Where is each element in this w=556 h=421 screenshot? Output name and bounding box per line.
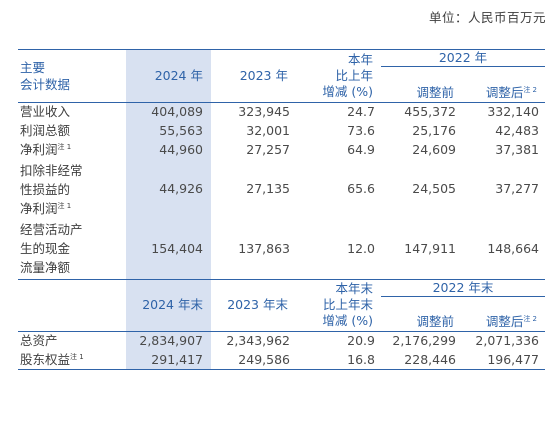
value-change: 24.7 bbox=[296, 101, 381, 121]
value-2023: 27,257 bbox=[246, 141, 290, 157]
value-2024: 44,960 bbox=[126, 140, 211, 159]
row-label-line2: 性损益的 bbox=[20, 181, 71, 197]
value-change: 64.9 bbox=[347, 141, 375, 157]
row-label-text: 股东权益 bbox=[20, 351, 71, 367]
value-post-adjust: 332,140 bbox=[462, 101, 546, 121]
header-main-data-line1: 主要 bbox=[20, 59, 46, 75]
header-change-line3: 增减 (%) bbox=[322, 83, 373, 99]
header-change: 本年 比上年 增减 (%) bbox=[296, 49, 381, 102]
header-blank bbox=[18, 278, 126, 332]
value-post-adjust: 2,071,336 bbox=[462, 331, 546, 351]
value-pre-adjust: 2,176,299 bbox=[381, 331, 462, 351]
value-pre-adjust: 24,505 bbox=[412, 181, 456, 196]
value-2024: 154,404 bbox=[126, 219, 211, 279]
header-2022-end-group: 2022 年末 bbox=[381, 278, 546, 297]
header-change-end-line3: 增减 (%) bbox=[322, 313, 373, 329]
unit-label: 单位：人民币百万元 bbox=[428, 10, 546, 25]
header-pre-adjust-end: 调整前 bbox=[416, 314, 454, 330]
header-main-data: 主要 会计数据 bbox=[18, 49, 126, 102]
header-change-line2: 比上年 bbox=[335, 67, 373, 83]
value-post-adjust: 37,381 bbox=[495, 141, 540, 157]
value-change: 16.8 bbox=[296, 350, 381, 370]
header-post-adjust-end: 调整后注 2 bbox=[462, 314, 545, 332]
header-pre-adjust: 调整前 bbox=[416, 84, 454, 100]
header-row-2: 2024 年末 2023 年末 本年末 比上年末 增减 (%) 2022 年末 bbox=[18, 278, 546, 332]
value-2023: 32,001 bbox=[246, 122, 290, 138]
value-2024: 291,417 bbox=[126, 350, 211, 370]
header-change-line1: 本年 bbox=[347, 51, 373, 67]
header-post-adjust-end-label: 调整后 bbox=[485, 314, 524, 330]
row-label: 经营活动产 生的现金 流量净额 bbox=[18, 219, 126, 279]
value-change: 65.6 bbox=[347, 181, 375, 196]
header-row-1b: 调整前 调整后注 2 bbox=[18, 84, 545, 102]
header-change-end-line1: 本年末 bbox=[335, 281, 373, 297]
row-label-line3: 净利润注 1 bbox=[20, 199, 126, 218]
header-change-end-line2: 比上年末 bbox=[322, 297, 373, 313]
header-2024: 2024 年 bbox=[126, 49, 211, 102]
value-2023: 323,945 bbox=[211, 101, 296, 121]
row-label-line1: 扣除非经常 bbox=[20, 162, 83, 178]
table-row: 净利润注 1 44,960 27,257 64.9 24,609 37,381 bbox=[18, 140, 545, 159]
value-pre-adjust: 24,609 bbox=[412, 141, 456, 157]
row-label: 利润总额 bbox=[18, 121, 126, 140]
table-row: 股东权益注 1 291,417 249,586 16.8 228,446 196… bbox=[18, 350, 546, 370]
header-main-data-line2: 会计数据 bbox=[20, 76, 71, 92]
value-post-adjust: 196,477 bbox=[462, 350, 546, 370]
value-pre-adjust: 455,372 bbox=[381, 101, 462, 121]
table-row: 扣除非经常 性损益的 净利润注 1 44,926 27,135 65.6 24,… bbox=[18, 159, 545, 219]
table-row: 经营活动产 生的现金 流量净额 154,404 137,863 12.0 147… bbox=[18, 219, 545, 279]
header-2022-group: 2022 年 bbox=[381, 49, 546, 67]
row-label-text: 营业收入 bbox=[20, 103, 71, 119]
row-label-note: 注 1 bbox=[70, 352, 84, 361]
value-2023: 27,135 bbox=[246, 181, 290, 196]
value-pre-adjust: 228,446 bbox=[381, 350, 462, 370]
value-change: 12.0 bbox=[347, 240, 375, 256]
row-label: 净利润注 1 bbox=[18, 140, 126, 159]
table-row: 利润总额 55,563 32,001 73.6 25,176 42,483 bbox=[18, 121, 545, 140]
value-2023: 2,343,962 bbox=[211, 331, 296, 351]
financial-data-table: 主要 会计数据 2024 年 2023 年 本年 比上年 增减 (%) 2022… bbox=[18, 49, 546, 370]
value-change: 73.6 bbox=[347, 122, 375, 138]
row-label: 总资产 bbox=[18, 331, 126, 351]
header-row-2b: 调整前 调整后注 2 bbox=[18, 314, 545, 332]
value-post-adjust: 148,664 bbox=[487, 240, 540, 256]
header-2023-end: 2023 年末 bbox=[211, 278, 296, 332]
row-label-line3: 流量净额 bbox=[20, 260, 71, 276]
header-row-1: 主要 会计数据 2024 年 2023 年 本年 比上年 增减 (%) 2022… bbox=[18, 49, 546, 102]
row-label-text: 总资产 bbox=[20, 333, 58, 349]
value-2024: 55,563 bbox=[126, 121, 211, 140]
header-post-adjust-end-note: 注 2 bbox=[523, 315, 538, 324]
value-pre-adjust: 25,176 bbox=[412, 122, 456, 138]
header-2024-end: 2024 年末 bbox=[126, 278, 211, 332]
table-row: 营业收入 404,089 323,945 24.7 455,372 332,14… bbox=[18, 101, 546, 121]
value-post-adjust: 37,277 bbox=[495, 181, 540, 196]
row-label-text: 净利润 bbox=[20, 141, 58, 157]
row-label: 营业收入 bbox=[18, 101, 126, 121]
row-label-line3-text: 净利润 bbox=[20, 200, 58, 216]
value-pre-adjust: 147,911 bbox=[404, 240, 456, 256]
row-label-line1: 经营活动产 bbox=[20, 222, 83, 238]
header-post-adjust-note: 注 2 bbox=[523, 85, 538, 94]
header-post-adjust-label: 调整后 bbox=[485, 84, 524, 100]
value-2024: 44,926 bbox=[126, 159, 211, 219]
value-change: 20.9 bbox=[296, 331, 381, 351]
row-label: 股东权益注 1 bbox=[18, 350, 126, 370]
value-2024: 404,089 bbox=[126, 101, 211, 121]
header-post-adjust: 调整后注 2 bbox=[462, 84, 545, 102]
row-label: 扣除非经常 性损益的 净利润注 1 bbox=[18, 159, 126, 219]
value-2023: 249,586 bbox=[211, 350, 296, 370]
table-row: 总资产 2,834,907 2,343,962 20.9 2,176,299 2… bbox=[18, 331, 546, 351]
row-label-note: 注 1 bbox=[57, 142, 72, 151]
header-2023: 2023 年 bbox=[211, 49, 296, 102]
header-change-end: 本年末 比上年末 增减 (%) bbox=[296, 278, 381, 332]
value-post-adjust: 42,483 bbox=[495, 122, 540, 138]
row-label-text: 利润总额 bbox=[20, 122, 71, 138]
value-2023: 137,863 bbox=[238, 240, 290, 256]
row-label-line2: 生的现金 bbox=[20, 241, 71, 257]
value-2024: 2,834,907 bbox=[126, 331, 211, 351]
row-label-note: 注 1 bbox=[57, 201, 72, 210]
